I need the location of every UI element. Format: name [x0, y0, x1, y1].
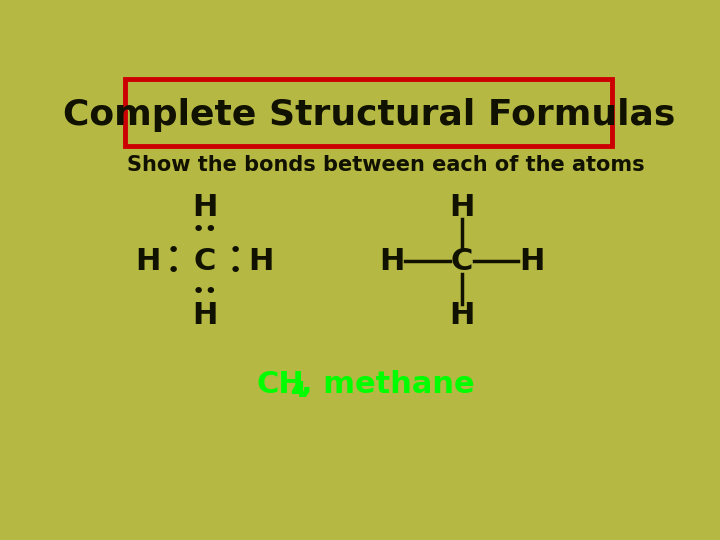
Text: C: C	[194, 247, 216, 275]
Text: 4: 4	[290, 381, 305, 401]
Text: H: H	[379, 247, 405, 275]
Text: Complete Structural Formulas: Complete Structural Formulas	[63, 98, 675, 132]
Text: •: •	[167, 261, 180, 281]
Text: H: H	[449, 193, 474, 222]
Text: H: H	[248, 247, 273, 275]
Text: H: H	[519, 247, 544, 275]
Text: Show the bonds between each of the atoms: Show the bonds between each of the atoms	[127, 155, 645, 175]
Text: C: C	[451, 247, 473, 275]
Text: •: •	[229, 261, 243, 281]
FancyBboxPatch shape	[125, 79, 611, 146]
Text: H: H	[192, 193, 217, 222]
Text: ••: ••	[192, 220, 218, 240]
Text: •: •	[229, 241, 243, 261]
Text: H: H	[192, 301, 217, 329]
Text: H: H	[449, 301, 474, 329]
Text: CH: CH	[256, 370, 305, 399]
Text: •: •	[167, 241, 180, 261]
Text: H: H	[135, 247, 161, 275]
Text: ••: ••	[192, 282, 218, 302]
Text: , methane: , methane	[301, 370, 474, 399]
